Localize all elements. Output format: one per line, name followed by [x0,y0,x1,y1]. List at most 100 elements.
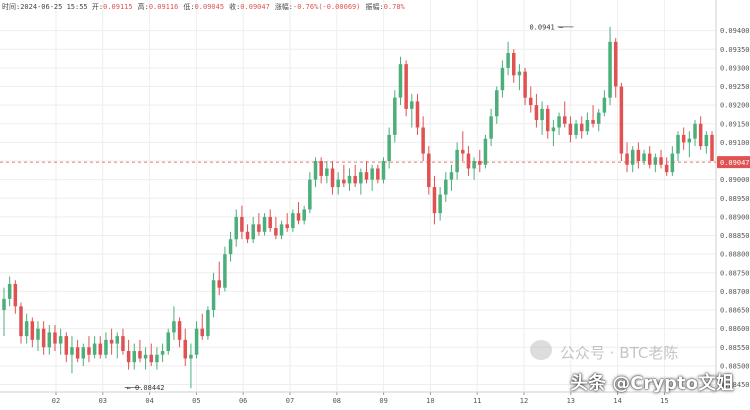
y-tick-label: 0.08700 [720,288,750,296]
candle-body [7,283,12,299]
candle-body [602,97,607,113]
candle-body [347,175,352,184]
candle-body [704,134,709,147]
candle-body [143,354,148,359]
amplitude-label: 振幅: [365,3,384,11]
candle-body [449,172,454,180]
candle-body [319,161,323,176]
candle-body [664,164,669,173]
candle-body [608,41,612,98]
candle-body [370,168,374,180]
candle-body [104,339,108,355]
candle-body [92,343,97,355]
y-tick-label: 0.09150 [720,120,750,128]
y-tick-label: 0.09100 [720,139,750,147]
candle-body [591,120,595,124]
candle-body [710,134,714,162]
candle-body [81,347,86,359]
candle-body [472,161,476,169]
current-price-label: 0.09047 [720,159,750,167]
high-value: 0.09116 [148,3,179,11]
candle-body [421,127,425,154]
candle-body [444,179,448,195]
candle-body [517,71,522,76]
candle-body [13,283,18,307]
candle-body [308,179,312,210]
candle-body [630,149,635,165]
candle-body [53,332,57,344]
candle-body [376,168,380,180]
candle-body [251,224,255,240]
candle-body [676,134,680,154]
high-label: 高: [137,3,149,11]
y-tick-label: 0.09000 [720,176,750,184]
candle-body [427,153,431,188]
candle-body [200,328,204,337]
candle-body [353,175,357,184]
candle-body [528,97,533,106]
candle-body [217,280,221,288]
candle-body [262,216,267,232]
candle-body [24,321,29,337]
candle-body [636,149,641,162]
candle-body [415,101,420,128]
candle-body [540,108,544,121]
candle-body [495,90,499,117]
candle-body [381,161,386,180]
candle-body [30,321,35,340]
candle-body [313,161,318,180]
candle-body [274,228,278,236]
candle-body [466,153,471,169]
candle-body [302,209,306,221]
x-tick-label: 02 [52,397,60,405]
annotation-label: ← 0.08442 [127,384,165,392]
x-tick-label: 09 [379,397,387,405]
candle-body [36,328,40,340]
candle-body [19,306,23,337]
candle-body [291,213,295,229]
y-tick-label: 0.08450 [720,381,750,389]
low-label: 低: [183,3,195,11]
ohlc-info-bar: 时间:2024-06-25 15:55 开:0.09115 高:0.09116 低:… [2,2,410,12]
x-tick-label: 10 [426,397,434,405]
candle-body [619,86,624,154]
x-tick-label: 12 [520,397,528,405]
x-tick-label: 05 [192,397,200,405]
candle-body [257,224,261,232]
candle-body [670,153,675,173]
y-tick-label: 0.08900 [720,213,750,221]
candle-body [228,239,233,255]
candle-body [223,254,227,288]
x-tick-label: 15 [660,397,668,405]
candle-body [562,116,567,124]
candle-body [478,161,482,165]
annotation-label: 0.0941 — [529,23,564,31]
change-value: -0.76%(-0.00069) [293,3,361,11]
candle-body [698,123,703,147]
candle-body [506,52,510,68]
candle-body [404,64,408,109]
candle-body [189,354,193,359]
y-tick-label: 0.09300 [720,64,750,72]
candle-body [132,351,137,363]
candle-body [183,339,188,359]
candle-body [585,120,590,132]
x-tick-label: 14 [613,397,621,405]
x-tick-label: 08 [333,397,341,405]
candle-body [149,354,154,363]
candle-body [483,138,488,165]
candle-body [325,168,329,176]
current-price-tag [717,156,750,169]
candle-body [557,116,561,128]
candle-body [625,153,629,165]
y-tick-label: 0.08600 [720,325,750,333]
candle-body [551,127,556,132]
y-tick-label: 0.08550 [720,344,750,352]
watermark-toutiao: 头条 @Crypto文姐 [570,373,734,394]
candle-body [160,351,165,355]
candle-body [47,332,52,348]
time-value: 2024-06-25 15:55 [20,3,88,11]
candle-body [455,149,459,173]
